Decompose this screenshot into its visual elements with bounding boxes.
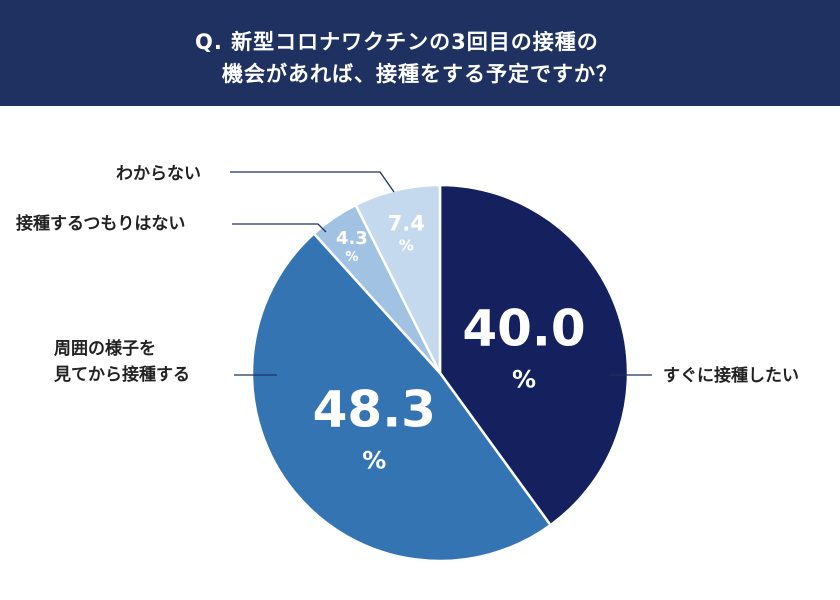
leader-line-dontknow bbox=[230, 171, 395, 193]
pie-unit-dontknow: % bbox=[399, 236, 414, 254]
pie-value-no-intention: 4.3 bbox=[336, 228, 368, 249]
pie-unit-no-intention: % bbox=[345, 250, 358, 265]
question-line-1: Q. 新型コロナワクチンの3回目の接種の bbox=[195, 30, 599, 54]
legend-label-no-intention: 接種するつもりはない bbox=[16, 214, 186, 234]
pie-unit-immediate: % bbox=[512, 366, 536, 394]
question-line-2: 機会があれば、接種をする予定ですか？ bbox=[222, 62, 618, 86]
pie-value-dontknow: 7.4 bbox=[388, 211, 425, 235]
legend-label-wait-and-see-line1: 周囲の様子を bbox=[54, 339, 156, 359]
pie-slice-dontknow bbox=[354, 183, 442, 374]
pie-slice-immediate bbox=[438, 183, 630, 527]
pie-slice-wait-and-see bbox=[250, 231, 553, 563]
legend-label-wait-and-see-line2: 見てから接種する bbox=[54, 365, 190, 385]
chart-header: Q. 新型コロナワクチンの3回目の接種の 機会があれば、接種をする予定ですか？ bbox=[0, 0, 840, 106]
leader-line-no-intention bbox=[232, 223, 327, 233]
pie-value-wait-and-see: 48.3 bbox=[313, 380, 436, 438]
pie-unit-wait-and-see: % bbox=[362, 446, 386, 474]
legend-label-immediate: すぐに接種したい bbox=[663, 366, 799, 386]
legend-label-wait-and-see: 周囲の様子を 見てから接種する bbox=[54, 336, 190, 388]
legend-label-dontknow: わからない bbox=[116, 164, 201, 184]
pie-value-immediate: 40.0 bbox=[462, 300, 585, 358]
